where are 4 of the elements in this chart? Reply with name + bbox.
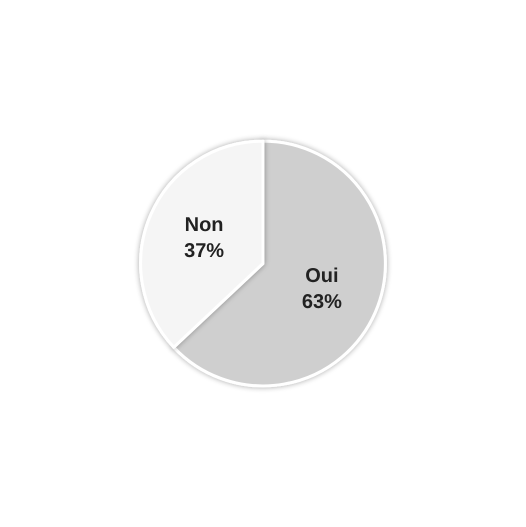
slice-label: Non: [184, 214, 224, 236]
slice-label: Oui: [305, 264, 339, 287]
data-label: 63%: [302, 290, 342, 313]
data-label: 37%: [184, 240, 224, 262]
